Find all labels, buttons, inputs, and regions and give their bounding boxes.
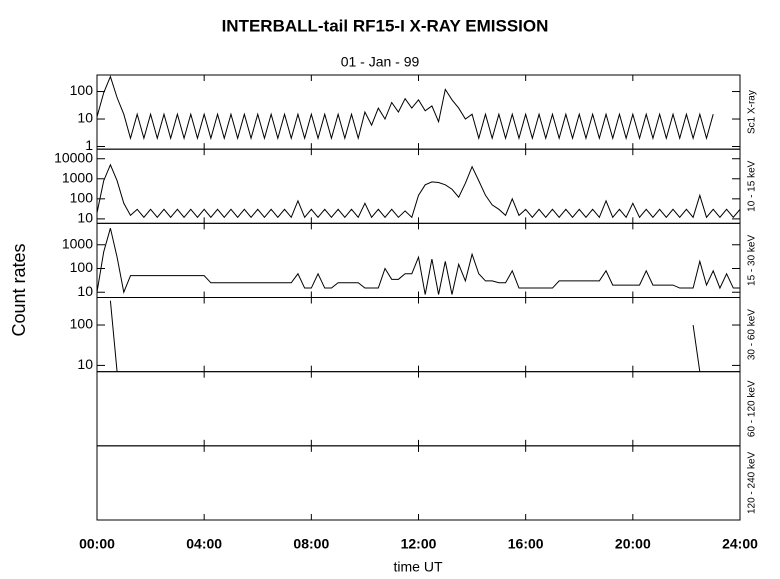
panel-label: 60 - 120 keV <box>747 380 758 437</box>
y-tick-label: 100 <box>70 259 94 275</box>
y-tick-label: 1000 <box>62 235 93 251</box>
panel-label: 15 - 30 keV <box>747 235 758 286</box>
y-tick-label: 1000 <box>62 169 93 185</box>
y-tick-label: 100 <box>70 316 94 332</box>
y-tick-label: 100 <box>70 82 94 98</box>
x-axis-label: time UT <box>394 559 443 575</box>
y-tick-label: 10 <box>77 210 93 226</box>
panel-label: 10 - 15 keV <box>747 160 758 211</box>
y-tick-label: 100 <box>70 190 94 206</box>
data-line <box>97 163 740 219</box>
x-tick-label: 00:00 <box>79 536 115 552</box>
y-tick-label: 10 <box>77 110 93 126</box>
y-tick-label: 10 <box>77 283 93 299</box>
y-tick-label: 1 <box>85 137 93 153</box>
chart-title: INTERBALL-tail RF15-I X-RAY EMISSION <box>222 16 549 35</box>
x-tick-label: 04:00 <box>186 536 222 552</box>
x-tick-label: 16:00 <box>508 536 544 552</box>
panel-frame <box>96 371 741 447</box>
data-line <box>109 300 701 372</box>
y-tick-label: 10000 <box>54 149 93 165</box>
x-tick-label: 12:00 <box>401 536 437 552</box>
x-tick-label: 08:00 <box>293 536 329 552</box>
y-tick-label: 10 <box>77 356 93 372</box>
x-tick-label: 24:00 <box>722 536 758 552</box>
y-axis-label: Count rates <box>9 243 29 336</box>
panel-frame <box>96 297 741 373</box>
x-tick-label: 20:00 <box>615 536 651 552</box>
panel-label: 30 - 60 keV <box>747 309 758 360</box>
panel-frame <box>96 74 741 150</box>
data-line <box>97 75 714 141</box>
panel-frame <box>96 445 741 521</box>
panel-label: 120 - 240 keV <box>747 451 758 514</box>
chart-subtitle: 01 - Jan - 99 <box>341 54 420 70</box>
panel-label: Sc1 X-ray <box>747 90 758 134</box>
panel-frame <box>96 222 741 298</box>
data-line <box>97 228 740 295</box>
